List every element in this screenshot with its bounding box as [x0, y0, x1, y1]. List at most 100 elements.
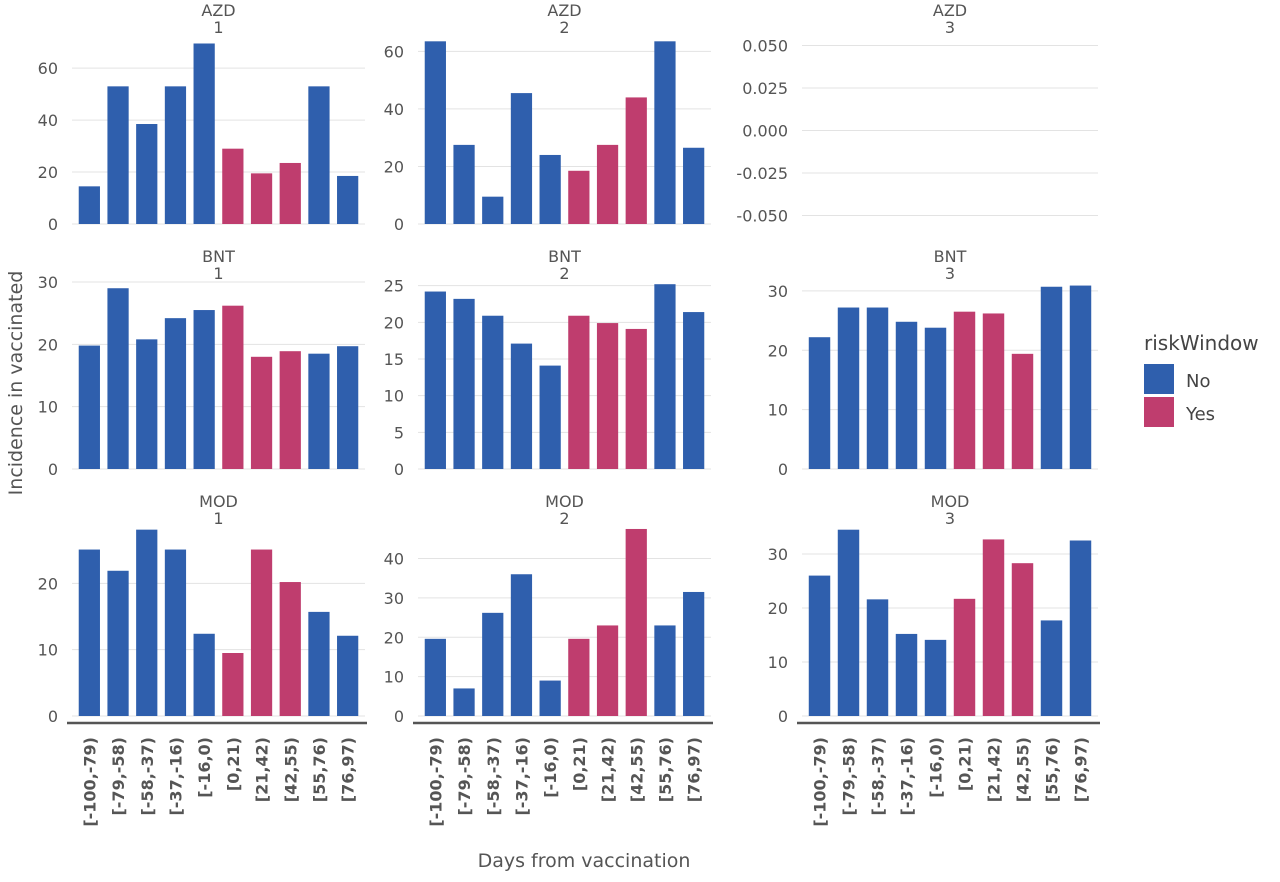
y-tick-label: 5 — [394, 423, 404, 442]
y-tick-label: 0 — [394, 707, 404, 726]
y-tick-label: 25 — [384, 277, 404, 296]
strip-label: 3 — [945, 264, 955, 283]
bar-7 — [250, 173, 273, 224]
y-tick-label: 10 — [768, 401, 788, 420]
strip-label: BNT — [548, 247, 581, 266]
bar-10 — [683, 147, 705, 224]
strip-label: 1 — [213, 509, 223, 528]
bar-10 — [337, 175, 359, 224]
bar-2 — [453, 144, 475, 224]
y-tick-label: -0.025 — [736, 164, 788, 183]
bar-7 — [596, 625, 619, 716]
bar-7 — [250, 356, 273, 469]
x-tick-label: [-58,-37) — [484, 737, 503, 816]
y-tick-label: 20 — [38, 335, 58, 354]
y-tick-label: 30 — [768, 282, 788, 301]
bar-5 — [193, 310, 215, 469]
bar-5 — [193, 43, 215, 224]
x-tick-label: [42,55) — [1014, 737, 1033, 802]
x-tick-label: [-79,-58) — [455, 737, 474, 816]
y-tick-label: -0.050 — [736, 207, 788, 226]
bar-9 — [308, 86, 330, 224]
bar-6 — [568, 170, 590, 224]
bar-10 — [337, 635, 359, 716]
y-tick-label: 20 — [768, 341, 788, 360]
bar-6 — [568, 638, 590, 716]
bar-4 — [510, 574, 533, 716]
bar-10 — [1069, 540, 1092, 716]
bar-2 — [453, 688, 475, 716]
bar-9 — [654, 41, 676, 224]
bar-3 — [866, 307, 889, 469]
y-tick-label: 10 — [38, 398, 58, 417]
bar-5 — [539, 365, 561, 469]
strip-label: MOD — [545, 492, 584, 511]
y-tick-label: 10 — [38, 641, 58, 660]
y-tick-label: 40 — [384, 550, 404, 569]
x-tick-label: [-100,-79) — [80, 737, 99, 827]
strip-label: 1 — [213, 18, 223, 37]
bar-5 — [193, 633, 215, 716]
bar-1 — [78, 345, 100, 469]
bar-7 — [250, 549, 273, 716]
x-axis-title: Days from vaccination — [478, 850, 691, 872]
x-tick-label: [0,21) — [956, 737, 975, 791]
bar-1 — [808, 337, 831, 469]
y-tick-label: 20 — [38, 574, 58, 593]
bar-4 — [895, 321, 918, 469]
legend-label-no: No — [1186, 371, 1210, 392]
y-axis-title: Incidence in vaccinated — [5, 271, 27, 496]
bar-8 — [1011, 563, 1034, 716]
bar-1 — [78, 186, 100, 224]
strip-label: 2 — [559, 264, 569, 283]
bar-8 — [279, 351, 301, 469]
bar-10 — [683, 591, 705, 716]
y-tick-label: 15 — [384, 350, 404, 369]
y-tick-label: 30 — [384, 589, 404, 608]
y-tick-label: 40 — [38, 111, 58, 130]
x-tick-label: [55,76) — [1043, 737, 1062, 802]
bar-1 — [424, 638, 446, 716]
y-tick-label: 0 — [48, 707, 58, 726]
y-tick-label: 20 — [384, 313, 404, 332]
bar-9 — [1040, 620, 1063, 716]
bar-2 — [107, 288, 129, 469]
legend-swatch-no — [1144, 364, 1174, 394]
bar-9 — [308, 353, 330, 469]
x-tick-label: [42,55) — [281, 737, 300, 802]
x-tick-label: [-37,-16) — [512, 737, 531, 816]
bar-6 — [953, 311, 976, 469]
bar-6 — [222, 653, 244, 716]
x-tick-label: [0,21) — [570, 737, 589, 791]
y-tick-label: 0 — [778, 707, 788, 726]
bar-8 — [279, 162, 301, 224]
y-tick-label: 0.025 — [742, 79, 788, 98]
bar-8 — [625, 328, 647, 469]
bar-8 — [1011, 353, 1034, 469]
x-tick-label: [-58,-37) — [138, 737, 157, 816]
y-tick-label: 0 — [394, 460, 404, 479]
y-tick-label: 60 — [38, 59, 58, 78]
y-tick-label: 20 — [384, 157, 404, 176]
strip-label: MOD — [199, 492, 238, 511]
y-tick-label: 0.000 — [742, 122, 788, 141]
bar-6 — [568, 315, 590, 469]
strip-label: 1 — [213, 264, 223, 283]
strip-label: AZD — [201, 1, 235, 20]
bar-2 — [107, 86, 129, 224]
bar-8 — [625, 528, 647, 716]
y-tick-label: 0 — [48, 460, 58, 479]
strip-label: 2 — [559, 509, 569, 528]
bar-6 — [953, 598, 976, 716]
bar-3 — [866, 599, 889, 716]
x-tick-label: [-16,0) — [927, 737, 946, 798]
bar-7 — [982, 539, 1005, 716]
x-tick-label: [-58,-37) — [869, 737, 888, 816]
strip-label: 2 — [559, 18, 569, 37]
x-tick-label: [0,21) — [224, 737, 243, 791]
